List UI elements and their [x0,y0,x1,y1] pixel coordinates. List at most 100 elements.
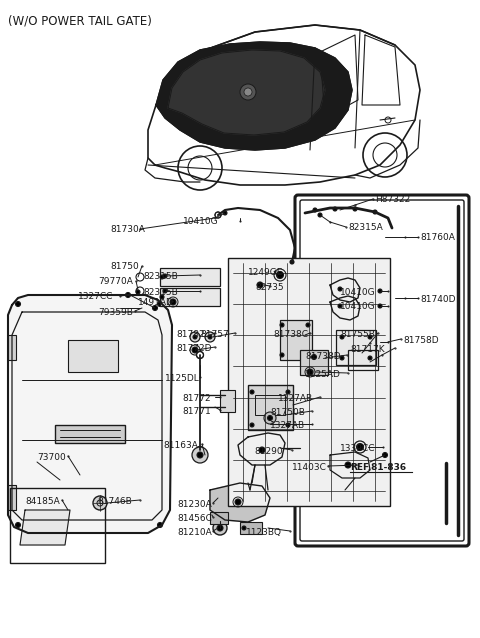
Circle shape [190,332,200,342]
Text: 10410G: 10410G [340,302,376,311]
Circle shape [163,289,167,293]
Text: 81740D: 81740D [420,295,456,304]
Text: 81782: 81782 [176,330,204,339]
Circle shape [307,369,313,375]
Bar [160,268,220,286]
Circle shape [160,295,164,299]
Circle shape [368,356,372,360]
Circle shape [378,289,382,293]
Text: 82315B: 82315B [143,272,178,281]
Text: 73700: 73700 [37,453,66,462]
Circle shape [338,287,342,291]
Text: 1327CC: 1327CC [78,292,113,301]
Circle shape [373,210,377,214]
Circle shape [240,84,256,100]
Circle shape [340,335,344,339]
Text: 1327AB: 1327AB [278,394,313,403]
Text: 1327AB: 1327AB [270,421,305,430]
Circle shape [286,423,290,427]
Circle shape [244,88,252,96]
Bar [248,385,293,430]
Text: 81738C: 81738C [273,330,308,339]
Bar [255,395,285,415]
Text: 81755B: 81755B [340,330,375,339]
Text: 81230A: 81230A [177,500,212,509]
Bar [300,350,328,375]
Circle shape [196,447,204,454]
Bar [240,522,262,534]
Text: 81290: 81290 [254,447,283,456]
Text: H87322: H87322 [375,195,410,204]
Bar [55,425,125,443]
Text: 81760A: 81760A [420,233,455,242]
Text: 81750B: 81750B [270,408,305,417]
Text: 81456C: 81456C [177,514,212,523]
Text: 1249GE: 1249GE [248,268,283,277]
Text: 81730A: 81730A [110,225,145,234]
Circle shape [259,447,265,453]
Circle shape [205,332,215,342]
Text: 10410G: 10410G [340,288,376,297]
Circle shape [217,525,223,531]
Text: 81757: 81757 [200,330,229,339]
Circle shape [15,523,21,528]
Circle shape [368,335,372,339]
Circle shape [157,523,163,528]
Text: 81750: 81750 [110,262,139,271]
Polygon shape [8,295,172,533]
Text: REF.81-836: REF.81-836 [350,463,406,472]
Circle shape [215,212,221,218]
Text: 81210A: 81210A [177,528,212,537]
Circle shape [333,207,337,211]
Text: 1123BQ: 1123BQ [246,528,282,537]
Circle shape [93,496,107,510]
Circle shape [235,499,241,505]
Circle shape [125,292,131,297]
Polygon shape [20,510,70,545]
Circle shape [264,412,276,424]
Bar [8,335,16,360]
Bar [8,485,16,510]
Bar [210,512,228,524]
Circle shape [313,208,317,212]
Circle shape [306,353,310,357]
Circle shape [276,272,284,279]
Text: 81772D: 81772D [176,344,212,353]
Circle shape [160,275,164,279]
Bar [348,350,378,370]
Circle shape [286,390,290,394]
Circle shape [153,306,157,311]
Circle shape [257,282,263,288]
Text: 82315A: 82315A [348,223,383,232]
Bar [160,288,220,306]
Circle shape [163,274,167,278]
Circle shape [136,290,140,294]
Circle shape [345,462,351,468]
Text: 81746B: 81746B [97,497,132,506]
Circle shape [267,415,273,420]
Circle shape [383,452,387,457]
Circle shape [280,323,284,327]
Text: 81772: 81772 [182,394,211,403]
Text: 11403C: 11403C [292,463,327,472]
Polygon shape [330,452,370,478]
Circle shape [353,207,357,211]
Text: 1125AD: 1125AD [305,370,341,379]
Circle shape [290,260,294,264]
Polygon shape [168,50,325,135]
Bar [10,488,105,563]
Circle shape [250,390,254,394]
Bar [336,330,376,365]
Circle shape [378,304,382,308]
Circle shape [338,304,342,308]
Text: 1339CC: 1339CC [340,444,375,453]
Circle shape [312,355,316,359]
Circle shape [192,347,198,353]
Text: 81758D: 81758D [403,336,439,345]
Text: 81717K: 81717K [350,345,384,354]
Text: 10410G: 10410G [183,217,218,226]
Text: 79359B: 79359B [98,308,133,317]
Circle shape [192,447,208,463]
Circle shape [196,352,204,359]
Circle shape [193,335,197,339]
